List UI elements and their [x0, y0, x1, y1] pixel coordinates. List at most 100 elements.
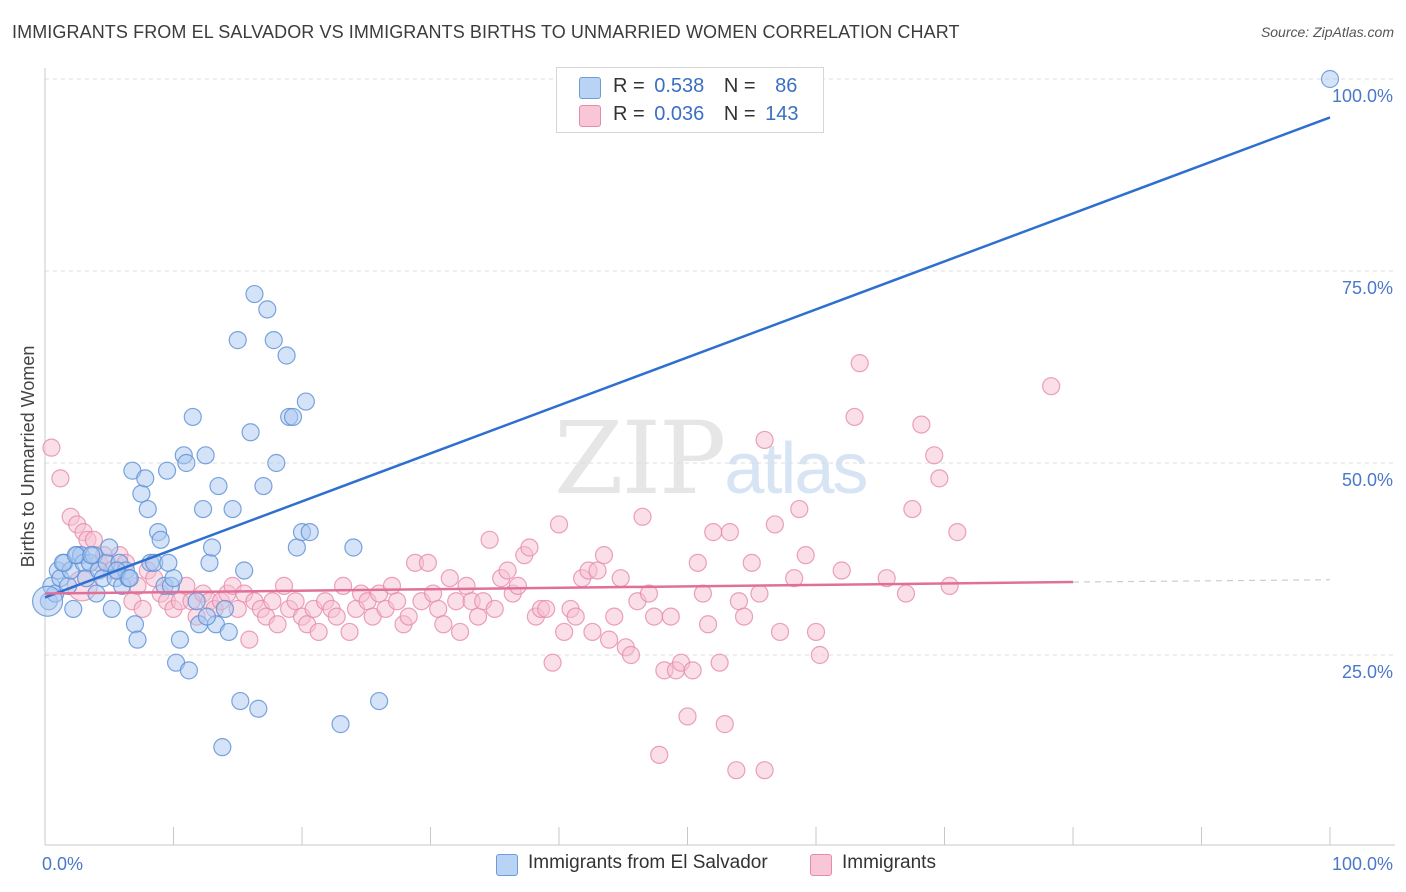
pink-point [240, 630, 259, 649]
pink-point [742, 553, 761, 572]
n-value: 143 [765, 103, 799, 125]
pink-point [877, 569, 896, 588]
pink-point [850, 354, 869, 373]
blue-point [128, 630, 147, 649]
r-value: 0.036 [654, 103, 705, 125]
pink-point [566, 607, 585, 626]
y-axis-title: Births to Unmarried Women [18, 346, 38, 568]
pink-point [621, 645, 641, 665]
blue-point [64, 599, 83, 619]
pink-point [429, 599, 448, 619]
legend-text-blue: R = 0.538 N = 86 [613, 75, 797, 98]
pink-point [84, 530, 103, 549]
watermark-atlas: atlas [724, 429, 868, 509]
pink-point [930, 469, 949, 488]
n-label: N = [723, 103, 756, 125]
blue-point [264, 331, 283, 350]
blue-point [331, 715, 350, 734]
blue-point [254, 476, 273, 496]
pink-point [765, 515, 784, 534]
pink-point [644, 607, 664, 626]
n-label: N = [723, 75, 756, 97]
pink-point [796, 546, 815, 565]
blue-point [196, 446, 215, 465]
blue-series-points [31, 69, 1340, 757]
pink-point [693, 584, 713, 603]
blue-point [258, 300, 277, 319]
pink-point [683, 661, 702, 680]
blue-point [287, 538, 306, 557]
blue-point [159, 553, 178, 572]
pink-point [832, 561, 851, 580]
pink-point [334, 576, 353, 595]
blue-point [200, 553, 219, 572]
pink-point [940, 576, 959, 595]
blue-point [215, 599, 234, 619]
pink-point [806, 622, 826, 642]
blue-point [170, 630, 190, 649]
pink-point [286, 592, 305, 611]
blue-point [157, 461, 177, 480]
blue-point [132, 484, 151, 503]
blue-point [31, 585, 64, 617]
blue-point [228, 331, 247, 350]
pink-point [611, 569, 630, 588]
blue-point [187, 592, 206, 611]
blue-point [249, 699, 268, 718]
blue-point [219, 622, 238, 642]
pink-point [912, 415, 931, 434]
blue-point [125, 615, 145, 634]
pink-point [418, 553, 438, 572]
pink-point [340, 622, 359, 642]
pink-point [704, 523, 723, 542]
blue-point [202, 538, 222, 557]
pink-point [498, 561, 517, 580]
pink-point [382, 576, 402, 595]
pink-point [710, 653, 729, 672]
chart-title: IMMIGRANTS FROM EL SALVADOR VS IMMIGRANT… [12, 22, 960, 42]
pink-point [268, 615, 287, 634]
blue-point [209, 476, 228, 496]
blue-point [283, 407, 303, 427]
trend-lines [44, 116, 1331, 599]
blue-point [277, 346, 296, 365]
pink-point [423, 584, 443, 603]
pink-point [688, 553, 707, 572]
pink-point [903, 499, 922, 519]
pink-point [549, 515, 569, 534]
pink-point [715, 715, 734, 734]
blue-point [138, 499, 157, 519]
blue-point [66, 546, 85, 565]
pink-point [457, 576, 476, 595]
pink-point [605, 607, 624, 626]
pink-point [480, 530, 499, 549]
blue-point [300, 523, 319, 542]
blue-point [344, 538, 363, 557]
pink-point [434, 615, 453, 634]
pink-point [727, 761, 746, 780]
blue-point [197, 607, 217, 626]
n-value: 86 [775, 75, 798, 97]
correlation-legend: R = 0.538 N = 86 R = 0.036 N = 143 [556, 67, 824, 133]
pink-point [387, 592, 407, 611]
blue-point [245, 284, 264, 304]
blue-point [82, 546, 101, 565]
blue-point [235, 561, 254, 580]
r-label: R = [613, 103, 645, 125]
blue-point [100, 538, 119, 557]
pink-point [51, 469, 70, 488]
pink-point [1042, 377, 1061, 396]
blue-point [177, 453, 196, 473]
blue-point [213, 738, 232, 757]
pink-point [650, 745, 669, 764]
pink-point [520, 538, 539, 557]
y-tick-label: 25.0% [1342, 662, 1393, 682]
x-tick-label: 100.0% [1332, 854, 1393, 874]
y-tick-label: 75.0% [1342, 278, 1393, 298]
blue-trend-line [44, 116, 1331, 599]
bottom-legend-blue-label: Immigrants from El Salvador [528, 852, 768, 873]
blue-point [102, 599, 121, 619]
pink-point [720, 523, 740, 542]
pink-point [639, 584, 659, 603]
